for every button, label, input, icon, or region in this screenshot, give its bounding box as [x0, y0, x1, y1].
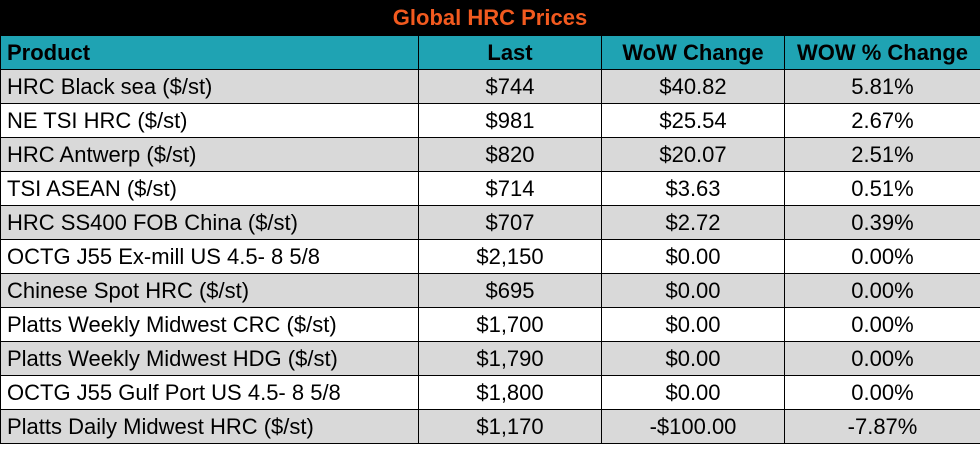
header-row: Product Last WoW Change WOW % Change	[0, 35, 980, 70]
table-row: HRC SS400 FOB China ($/st) $707 $2.72 0.…	[0, 205, 980, 240]
wow-percent-cell: 0.51%	[784, 171, 980, 206]
wow-change-cell: $0.00	[601, 273, 785, 308]
table-row: TSI ASEAN ($/st) $714 $3.63 0.51%	[0, 171, 980, 206]
table-row: HRC Black sea ($/st) $744 $40.82 5.81%	[0, 69, 980, 104]
product-cell: HRC Black sea ($/st)	[0, 69, 419, 104]
last-cell: $1,790	[418, 341, 602, 376]
wow-percent-cell: 0.39%	[784, 205, 980, 240]
column-header-product: Product	[0, 35, 419, 70]
table-row: OCTG J55 Ex-mill US 4.5- 8 5/8 $2,150 $0…	[0, 239, 980, 274]
wow-percent-cell: 0.00%	[784, 239, 980, 274]
product-cell: Platts Weekly Midwest CRC ($/st)	[0, 307, 419, 342]
wow-change-cell: $0.00	[601, 375, 785, 410]
column-header-last: Last	[418, 35, 602, 70]
wow-percent-cell: 0.00%	[784, 341, 980, 376]
wow-percent-cell: 2.67%	[784, 103, 980, 138]
wow-percent-cell: -7.87%	[784, 409, 980, 444]
last-cell: $695	[418, 273, 602, 308]
table-title: Global HRC Prices	[0, 0, 980, 35]
wow-change-cell: $0.00	[601, 307, 785, 342]
table-row: Platts Daily Midwest HRC ($/st) $1,170 -…	[0, 409, 980, 444]
product-cell: TSI ASEAN ($/st)	[0, 171, 419, 206]
last-cell: $1,700	[418, 307, 602, 342]
last-cell: $1,800	[418, 375, 602, 410]
product-cell: HRC Antwerp ($/st)	[0, 137, 419, 172]
product-cell: Chinese Spot HRC ($/st)	[0, 273, 419, 308]
wow-change-cell: -$100.00	[601, 409, 785, 444]
last-cell: $707	[418, 205, 602, 240]
column-header-wow-percent-change: WOW % Change	[784, 35, 980, 70]
last-cell: $2,150	[418, 239, 602, 274]
wow-percent-cell: 0.00%	[784, 307, 980, 342]
product-cell: NE TSI HRC ($/st)	[0, 103, 419, 138]
table-row: Platts Weekly Midwest CRC ($/st) $1,700 …	[0, 307, 980, 342]
wow-percent-cell: 2.51%	[784, 137, 980, 172]
table-row: NE TSI HRC ($/st) $981 $25.54 2.67%	[0, 103, 980, 138]
last-cell: $981	[418, 103, 602, 138]
wow-change-cell: $20.07	[601, 137, 785, 172]
product-cell: OCTG J55 Gulf Port US 4.5- 8 5/8	[0, 375, 419, 410]
product-cell: OCTG J55 Ex-mill US 4.5- 8 5/8	[0, 239, 419, 274]
wow-percent-cell: 0.00%	[784, 273, 980, 308]
product-cell: HRC SS400 FOB China ($/st)	[0, 205, 419, 240]
last-cell: $714	[418, 171, 602, 206]
last-cell: $820	[418, 137, 602, 172]
wow-change-cell: $25.54	[601, 103, 785, 138]
table-row: OCTG J55 Gulf Port US 4.5- 8 5/8 $1,800 …	[0, 375, 980, 410]
wow-change-cell: $2.72	[601, 205, 785, 240]
column-header-wow-change: WoW Change	[601, 35, 785, 70]
product-cell: Platts Daily Midwest HRC ($/st)	[0, 409, 419, 444]
wow-percent-cell: 5.81%	[784, 69, 980, 104]
wow-change-cell: $0.00	[601, 239, 785, 274]
product-cell: Platts Weekly Midwest HDG ($/st)	[0, 341, 419, 376]
last-cell: $1,170	[418, 409, 602, 444]
wow-percent-cell: 0.00%	[784, 375, 980, 410]
prices-table: Product Last WoW Change WOW % Change HRC…	[0, 35, 980, 444]
wow-change-cell: $0.00	[601, 341, 785, 376]
wow-change-cell: $40.82	[601, 69, 785, 104]
table-row: Platts Weekly Midwest HDG ($/st) $1,790 …	[0, 341, 980, 376]
table-row: HRC Antwerp ($/st) $820 $20.07 2.51%	[0, 137, 980, 172]
wow-change-cell: $3.63	[601, 171, 785, 206]
last-cell: $744	[418, 69, 602, 104]
table-row: Chinese Spot HRC ($/st) $695 $0.00 0.00%	[0, 273, 980, 308]
